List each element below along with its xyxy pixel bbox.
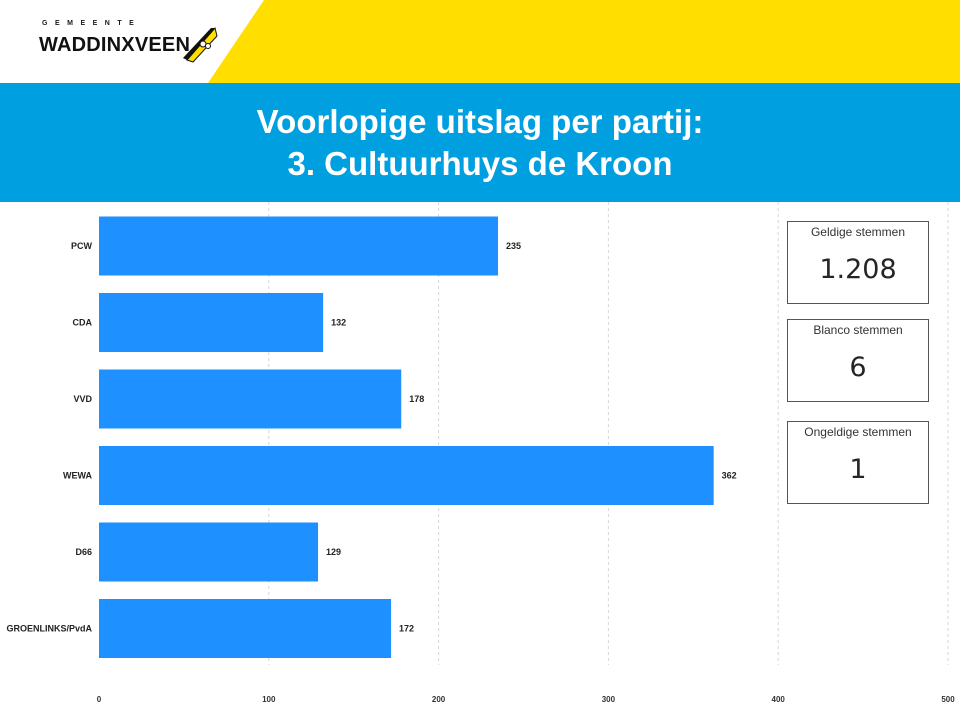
geldige-stemmen-card: Geldige stemmen 1.208	[787, 221, 929, 304]
category-label: WEWA	[63, 471, 92, 481]
category-label: VVD	[73, 394, 92, 404]
x-tick-label: 300	[602, 695, 616, 704]
bar	[99, 522, 319, 582]
title-bar: Voorlopige uitslag per partij: 3. Cultuu…	[0, 83, 960, 202]
gemeente-logo: GEMEENTE WADDINXVEEN	[38, 20, 218, 64]
data-label: 178	[409, 394, 424, 404]
category-label: D66	[75, 547, 92, 557]
category-label: PCW	[71, 241, 93, 251]
x-tick-label: 400	[772, 695, 786, 704]
logo-main-text: WADDINXVEEN	[39, 34, 191, 56]
blanco-stemmen-card: Blanco stemmen 6	[787, 319, 929, 402]
data-label: 172	[399, 624, 414, 634]
data-label: 235	[506, 241, 521, 251]
category-label: CDA	[73, 318, 93, 328]
blanco-stemmen-label: Blanco stemmen	[813, 323, 903, 337]
data-label: 132	[331, 318, 346, 328]
bar	[99, 293, 324, 352]
city-emblem-icon	[183, 26, 218, 63]
x-tick-label: 0	[97, 695, 102, 704]
header-band	[0, 0, 960, 83]
ongeldige-stemmen-card: Ongeldige stemmen 1	[787, 421, 929, 504]
x-tick-label: 200	[432, 695, 446, 704]
category-label: GROENLINKS/PvdA	[6, 624, 92, 634]
bar	[99, 446, 714, 505]
geldige-stemmen-label: Geldige stemmen	[810, 225, 906, 239]
bar	[99, 369, 402, 429]
ongeldige-stemmen-value: 1	[849, 454, 867, 485]
bar	[99, 216, 499, 276]
bar	[99, 599, 392, 658]
data-label: 129	[326, 547, 341, 557]
page-title: Voorlopige uitslag per partij:	[256, 103, 704, 140]
x-tick-label: 100	[262, 695, 276, 704]
x-tick-label: 500	[941, 695, 955, 704]
ongeldige-stemmen-label: Ongeldige stemmen	[804, 425, 912, 439]
logo-small-text: GEMEENTE	[42, 20, 142, 27]
yellow-banner	[208, 0, 960, 83]
blanco-stemmen-value: 6	[849, 352, 867, 383]
geldige-stemmen-value: 1.208	[819, 254, 897, 285]
page-subtitle: 3. Cultuurhuys de Kroon	[287, 145, 673, 182]
bar-chart: 0 100 200 300 400 500 PCW 235 CDA 132 VVD 178 WEWA 36…	[6, 202, 955, 704]
data-label: 362	[722, 471, 737, 481]
